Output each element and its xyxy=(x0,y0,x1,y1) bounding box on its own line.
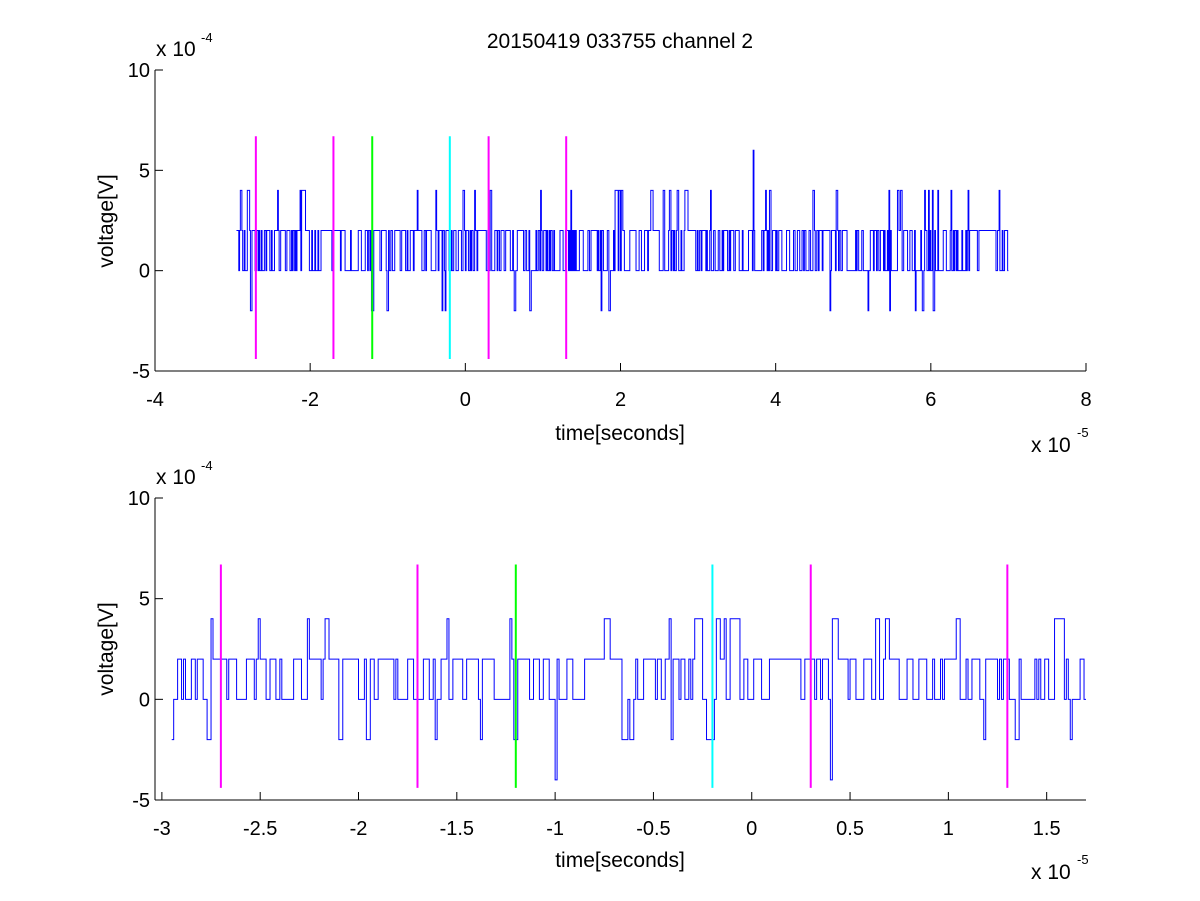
bottom-y-tick-label: 0 xyxy=(139,689,150,711)
bottom-x-multiplier: x 10 -5 xyxy=(1031,852,1089,884)
top-signal-series xyxy=(236,149,1009,312)
bottom-x-axis-label: time[seconds] xyxy=(555,849,685,872)
top-axes: -4 -2 0 2 4 6 8 -5 0 5 10 time[seconds] voltage[V… xyxy=(95,30,1092,457)
top-x-axis-label: time[seconds] xyxy=(555,422,685,445)
bottom-x-ticks: -3 -2.5 -2 -1.5 -1 -0.5 0 0.5 1 1.5 xyxy=(153,792,1061,840)
bottom-y-tick-label: 10 xyxy=(128,488,150,510)
bottom-x-tick-label: 1 xyxy=(943,818,954,840)
top-x-tick-label: -4 xyxy=(146,389,164,411)
top-x-multiplier-exponent: -5 xyxy=(1077,425,1089,440)
top-x-ticks: -4 -2 0 2 4 6 8 xyxy=(146,363,1092,411)
bottom-signal-series xyxy=(171,618,1086,781)
bottom-y-multiplier-exponent: -4 xyxy=(201,458,213,473)
top-y-multiplier-base: x 10 xyxy=(156,38,196,61)
top-x-tick-label: 6 xyxy=(925,389,936,411)
bottom-y-multiplier-base: x 10 xyxy=(156,466,196,489)
top-x-tick-label: 4 xyxy=(770,389,781,411)
bottom-x-tick-label: -2.5 xyxy=(243,818,277,840)
top-x-tick-label: 2 xyxy=(615,389,626,411)
bottom-x-tick-label: -1.5 xyxy=(440,818,474,840)
figure-title: 20150419 033755 channel 2 xyxy=(487,30,753,53)
bottom-y-axis-label: voltage[V] xyxy=(95,602,118,695)
bottom-x-tick-label: 1.5 xyxy=(1033,818,1061,840)
top-x-multiplier-base: x 10 xyxy=(1031,434,1071,457)
bottom-x-tick-label: -1 xyxy=(546,818,564,840)
bottom-x-multiplier-exponent: -5 xyxy=(1077,852,1089,867)
top-y-tick-label: 10 xyxy=(128,60,150,82)
top-x-tick-label: 0 xyxy=(460,389,471,411)
bottom-y-tick-label: -5 xyxy=(132,790,150,812)
bottom-x-tick-label: -2 xyxy=(350,818,368,840)
bottom-x-tick-label: 0 xyxy=(746,818,757,840)
top-y-tick-label: -5 xyxy=(132,361,150,383)
bottom-y-tick-label: 5 xyxy=(139,589,150,611)
top-y-axis-label: voltage[V] xyxy=(95,174,118,267)
top-y-tick-label: 0 xyxy=(139,261,150,283)
top-x-tick-label: -2 xyxy=(301,389,319,411)
bottom-x-tick-label: -0.5 xyxy=(636,818,670,840)
bottom-x-multiplier-base: x 10 xyxy=(1031,861,1071,884)
bottom-y-ticks: -5 0 5 10 xyxy=(128,488,163,812)
bottom-x-tick-label: -3 xyxy=(153,818,171,840)
bottom-x-tick-label: 0.5 xyxy=(836,818,864,840)
top-x-tick-label: 8 xyxy=(1080,389,1091,411)
top-x-multiplier: x 10 -5 xyxy=(1031,425,1089,457)
top-y-multiplier: x 10 -4 xyxy=(156,30,213,61)
bottom-axes-background xyxy=(155,498,1086,801)
top-y-multiplier-exponent: -4 xyxy=(201,30,213,45)
bottom-y-multiplier: x 10 -4 xyxy=(156,458,213,489)
top-y-ticks: -5 0 5 10 xyxy=(128,60,163,383)
top-y-tick-label: 5 xyxy=(139,160,150,182)
bottom-axes: -3 -2.5 -2 -1.5 -1 -0.5 0 0.5 1 1.5 -5 0 5 10 time[s… xyxy=(95,458,1089,884)
